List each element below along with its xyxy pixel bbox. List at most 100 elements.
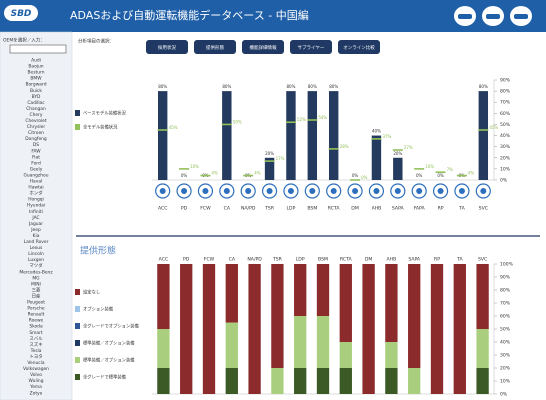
oem-item[interactable]: Audi xyxy=(31,58,41,64)
oem-item[interactable]: DS xyxy=(33,142,39,148)
oem-item[interactable]: Fiat xyxy=(32,154,40,160)
oem-item[interactable]: Skoda xyxy=(29,324,43,330)
tab-button[interactable] xyxy=(146,40,188,54)
oem-item[interactable]: Cadillac xyxy=(27,100,45,106)
oem-item[interactable]: Jaguar xyxy=(28,221,43,227)
legend-label: 設定なし xyxy=(83,289,100,296)
oem-item[interactable]: Infiniti xyxy=(29,209,43,215)
oem-item[interactable]: Peugeot xyxy=(27,300,45,306)
oem-item[interactable]: Hyundai xyxy=(27,203,45,209)
oem-item[interactable]: 日産 xyxy=(32,292,41,299)
tab-button-label[interactable]: 提供形態 xyxy=(206,44,224,51)
oem-item[interactable]: Geely xyxy=(30,166,43,172)
data-label: 54% xyxy=(318,115,327,120)
feature-icon-core xyxy=(245,188,252,194)
bar-segment xyxy=(271,264,284,368)
y-tick-label: 70% xyxy=(500,301,511,307)
oem-item[interactable]: Changan xyxy=(26,106,46,112)
data-label: 4% xyxy=(468,171,475,176)
oem-item[interactable]: BYD xyxy=(32,94,41,100)
tab-button-label[interactable]: 機能詳細情報 xyxy=(250,44,277,51)
oem-item[interactable]: Wuling xyxy=(29,378,44,384)
oem-item[interactable]: Tesla xyxy=(30,348,42,354)
oem-item[interactable]: Smart xyxy=(29,330,43,336)
y-tick-label: 0% xyxy=(500,178,508,184)
oem-item[interactable]: FAW xyxy=(31,148,41,154)
oem-item[interactable]: MINI xyxy=(31,281,41,287)
oem-item[interactable]: Chery xyxy=(30,112,43,118)
oem-item[interactable]: Chrysler xyxy=(27,124,45,130)
oem-item[interactable]: Haval xyxy=(30,179,43,185)
oem-item[interactable]: Renault xyxy=(28,312,45,318)
tab-button-label[interactable]: サプライヤー xyxy=(298,45,325,51)
data-label: 10% xyxy=(425,164,434,169)
x-tick-label: DM xyxy=(365,257,373,263)
oem-item[interactable]: Hongqi xyxy=(28,197,44,203)
data-label: 80% xyxy=(222,84,231,89)
oem-item[interactable]: Jeep xyxy=(30,227,41,233)
oem-item[interactable]: Hawtai xyxy=(28,185,43,191)
bar-segment xyxy=(180,264,193,394)
x-tick-label: RCTA xyxy=(340,257,353,263)
oem-item[interactable]: Dongfeng xyxy=(25,136,47,142)
oem-item[interactable]: Volkswagen xyxy=(23,366,49,372)
legend-swatch xyxy=(75,110,80,116)
header-icons[interactable] xyxy=(454,6,532,26)
oem-item[interactable]: MG xyxy=(32,275,40,281)
oem-item[interactable]: Roewe xyxy=(29,318,44,324)
tab-button-label[interactable]: 採用状況 xyxy=(158,44,176,51)
bar-segment xyxy=(408,368,421,394)
x-tick-label: ACC xyxy=(158,206,167,212)
oem-item[interactable]: Kia xyxy=(33,233,40,239)
oem-item[interactable]: BMW xyxy=(30,76,42,82)
data-label: 17% xyxy=(276,156,285,161)
tab-button[interactable] xyxy=(290,40,332,54)
oem-item[interactable]: Baojun xyxy=(28,64,43,70)
oem-item[interactable]: Borgward xyxy=(25,82,46,88)
tab-button[interactable] xyxy=(194,40,236,54)
oem-item[interactable]: Porsche xyxy=(27,306,44,312)
legend-label: 標準装備／オプション装備 xyxy=(83,357,135,364)
sidebar xyxy=(0,31,73,400)
bar-segment xyxy=(339,368,352,394)
oem-item[interactable]: マツダ xyxy=(29,262,43,269)
oem-item[interactable]: スズキ xyxy=(29,341,42,348)
tab-button[interactable] xyxy=(338,40,380,54)
logo-badge xyxy=(4,5,38,21)
x-tick-label: AHB xyxy=(372,206,382,212)
bar xyxy=(222,91,232,180)
y-tick-label: 10% xyxy=(500,166,511,172)
y-tick-label: 0% xyxy=(500,392,508,398)
oem-item[interactable]: Mercedes-Benz xyxy=(19,269,53,275)
oem-item[interactable]: Buick xyxy=(30,88,42,94)
oem-item[interactable]: ホンダ xyxy=(29,190,43,197)
oem-item[interactable]: Lexus xyxy=(30,245,43,251)
oem-item[interactable]: Chevrolet xyxy=(25,118,46,124)
oem-item[interactable]: Volvo xyxy=(30,372,42,378)
oem-item[interactable]: Yema xyxy=(29,384,42,390)
oem-item[interactable]: Citroen xyxy=(28,130,44,136)
oem-item[interactable]: Lincoln xyxy=(28,251,44,257)
x-tick-label: CA xyxy=(229,257,236,263)
oem-item[interactable]: Zotye xyxy=(30,390,43,396)
tab-button-label[interactable]: オンライン比較 xyxy=(343,44,375,51)
oem-item[interactable]: Luxgen xyxy=(28,257,44,263)
oem-item[interactable]: 三菱 xyxy=(32,286,41,293)
oem-item[interactable]: Ford xyxy=(31,160,41,166)
oem-item[interactable]: スバル xyxy=(29,336,43,342)
y-tick-label: 40% xyxy=(500,133,511,139)
oem-item[interactable]: トヨタ xyxy=(29,353,42,360)
oem-item[interactable]: Besturn xyxy=(27,70,44,76)
y-tick-label: 60% xyxy=(500,111,511,117)
oem-item[interactable]: Guangzhou xyxy=(23,172,48,178)
oem-item[interactable]: Venucia xyxy=(27,360,45,366)
oem-item[interactable]: Land Rover xyxy=(24,239,49,245)
tab-button[interactable] xyxy=(242,40,284,54)
data-label: 80% xyxy=(308,84,317,89)
bar-segment xyxy=(362,264,375,394)
oem-item[interactable]: JAC xyxy=(31,215,39,221)
bar-segment xyxy=(157,368,170,394)
bar-segment xyxy=(225,322,238,368)
oem-input[interactable] xyxy=(9,44,67,54)
bar-segment xyxy=(453,264,466,394)
